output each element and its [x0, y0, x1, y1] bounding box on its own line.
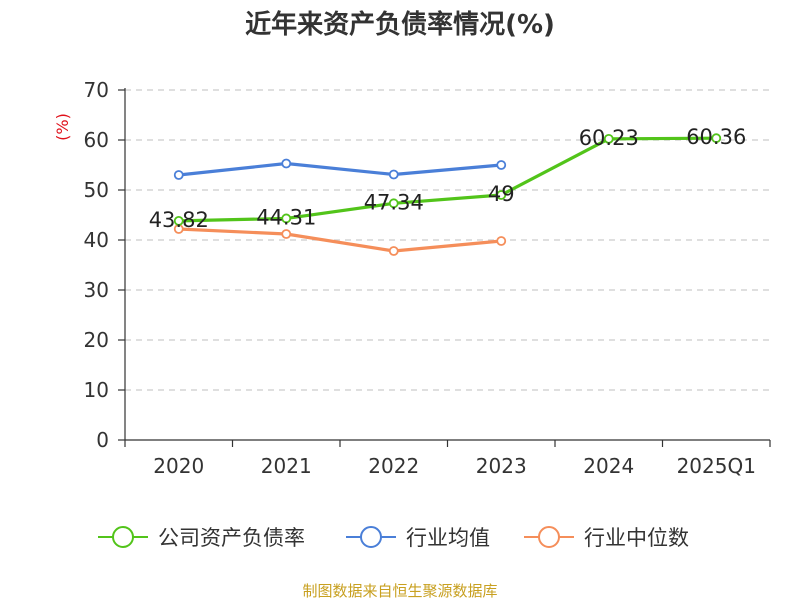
legend: 公司资产负债率 行业均值 行业中位数 — [98, 526, 689, 550]
data-label: 60.36 — [686, 125, 746, 149]
x-tick-label: 2022 — [368, 454, 419, 478]
data-point — [496, 236, 507, 246]
axes: 0 10 20 30 40 50 60 70 2020 2021 2022 2023 2024 2025Q… — [84, 78, 771, 478]
series-lines — [173, 133, 722, 256]
x-tick-label: 2025Q1 — [677, 454, 756, 478]
data-labels: 43.82 44.31 47.34 49 60.23 60.36 — [149, 125, 747, 232]
data-point — [281, 158, 292, 169]
data-point — [388, 198, 399, 209]
data-point — [496, 190, 507, 200]
data-point — [603, 133, 614, 144]
data-point — [173, 170, 184, 180]
legend-marker — [538, 526, 560, 548]
data-point — [281, 229, 292, 239]
y-tick-label: 60 — [84, 128, 109, 152]
data-point — [173, 215, 184, 226]
data-label: 60.23 — [579, 126, 639, 150]
y-tick-label: 40 — [84, 228, 109, 252]
data-point — [281, 213, 292, 224]
y-tick-label: 30 — [84, 278, 109, 302]
data-label: 43.82 — [149, 208, 209, 232]
y-tick-label: 0 — [96, 428, 109, 452]
y-axis-label: (%) — [53, 113, 72, 141]
x-tick-label: 2020 — [153, 454, 204, 478]
series-line — [178, 161, 502, 177]
legend-label: 行业均值 — [406, 526, 490, 550]
legend-marker — [360, 526, 382, 548]
y-tick-label: 20 — [84, 328, 109, 352]
data-point — [711, 133, 722, 144]
legend-marker — [112, 526, 134, 548]
data-point — [496, 160, 507, 170]
data-label: 49 — [488, 182, 515, 206]
grid-lines — [125, 89, 770, 391]
chart-title: 近年来资产负债率情况(%) — [245, 9, 555, 40]
x-tick-label: 2024 — [583, 454, 634, 478]
data-label: 44.31 — [256, 205, 316, 229]
source-footnote: 制图数据来自恒生聚源数据库 — [302, 582, 497, 600]
data-label: 47.34 — [364, 190, 424, 214]
x-tick-label: 2021 — [261, 454, 312, 478]
y-tick-label: 10 — [84, 378, 109, 402]
legend-label: 公司资产负债率 — [158, 526, 305, 550]
data-point — [388, 246, 399, 256]
y-tick-label: 50 — [84, 178, 109, 202]
series-line — [178, 136, 717, 223]
x-tick-label: 2023 — [476, 454, 527, 478]
legend-label: 行业中位数 — [584, 526, 689, 550]
y-tick-label: 70 — [84, 78, 109, 102]
data-point — [388, 169, 399, 180]
series-line — [178, 227, 502, 253]
